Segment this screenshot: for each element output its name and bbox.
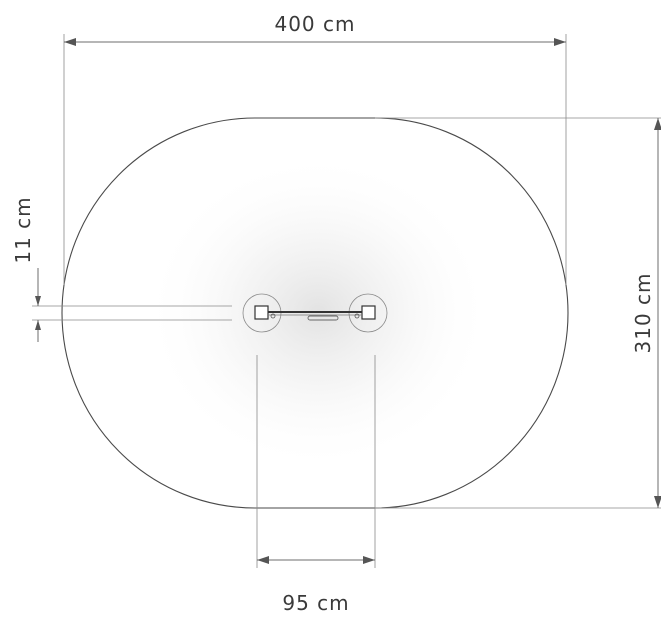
inner-width-label: 95 cm bbox=[282, 591, 349, 615]
crossbar-fitting bbox=[307, 315, 339, 321]
left-post bbox=[254, 305, 269, 320]
width-dimension: 400 cm bbox=[63, 12, 567, 285]
gap-dimension: 11 cm bbox=[11, 196, 232, 342]
height-dimension: 310 cm bbox=[375, 117, 661, 509]
equipment-top-view bbox=[242, 293, 388, 333]
width-label: 400 cm bbox=[274, 12, 355, 36]
right-post bbox=[361, 305, 376, 320]
height-label: 310 cm bbox=[631, 272, 655, 353]
inner-width-dimension: 95 cm bbox=[256, 355, 376, 615]
gap-label: 11 cm bbox=[11, 196, 35, 263]
